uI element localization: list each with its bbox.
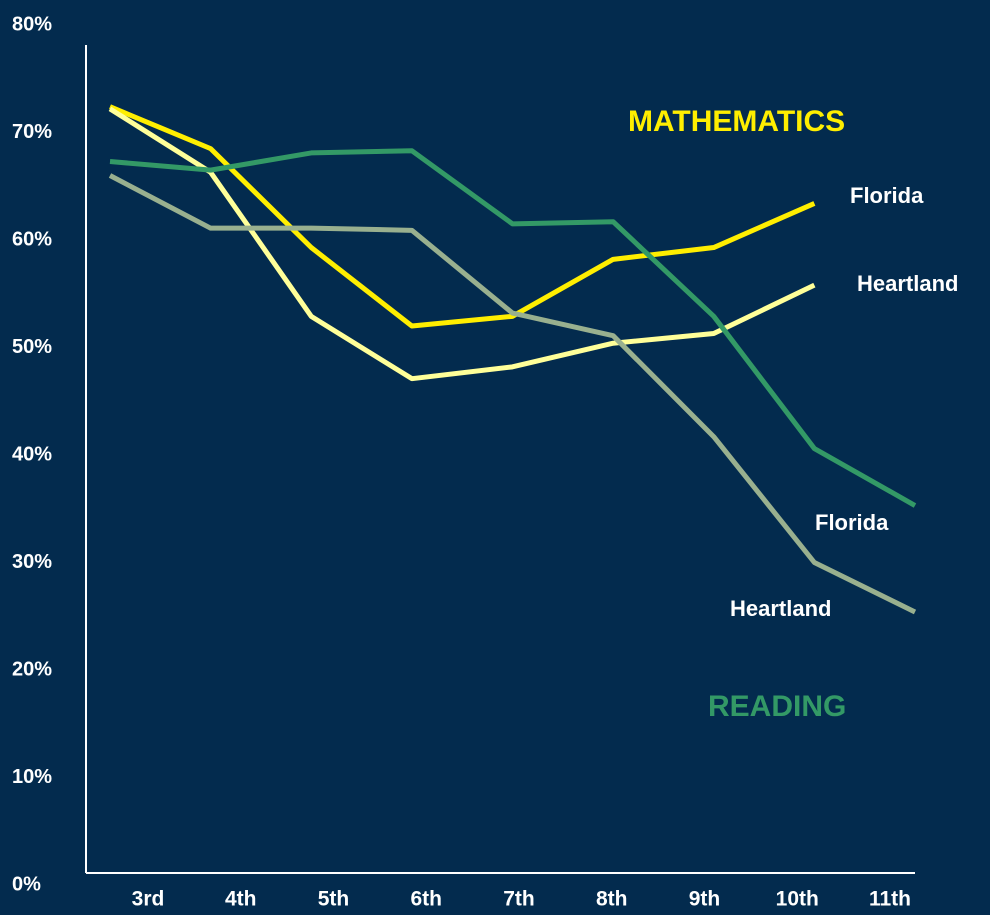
- x-tick-label: 5th: [318, 888, 350, 911]
- y-tick-label: 70%: [12, 121, 52, 143]
- x-tick-label: 9th: [689, 888, 721, 911]
- series-label: Heartland: [730, 596, 831, 621]
- series-label: Heartland: [857, 271, 958, 296]
- y-tick-label: 40%: [12, 443, 52, 465]
- x-tick-label: 7th: [503, 888, 535, 911]
- x-tick-label: 6th: [411, 888, 443, 911]
- data-line: [108, 106, 816, 382]
- y-tick-label: 20%: [12, 658, 52, 680]
- x-tick-label: 10th: [776, 888, 819, 911]
- group-label: READING: [708, 690, 846, 723]
- x-tick-label: 8th: [596, 888, 628, 911]
- x-tick-label: 3rd: [132, 888, 165, 911]
- data-line: [108, 173, 917, 615]
- y-tick-label: 10%: [12, 766, 52, 788]
- group-label: MATHEMATICS: [628, 105, 845, 138]
- y-tick-label: 50%: [12, 336, 52, 358]
- y-tick-label: 30%: [12, 551, 52, 573]
- x-tick-label: 11th: [869, 888, 911, 911]
- data-line: [109, 148, 917, 508]
- y-tick-label: 60%: [12, 228, 52, 250]
- series-label: Florida: [815, 510, 889, 535]
- series-label: Florida: [850, 183, 924, 208]
- x-tick-label: 4th: [225, 888, 257, 911]
- y-tick-label: 0%: [12, 873, 41, 895]
- y-tick-label: 80%: [12, 13, 52, 35]
